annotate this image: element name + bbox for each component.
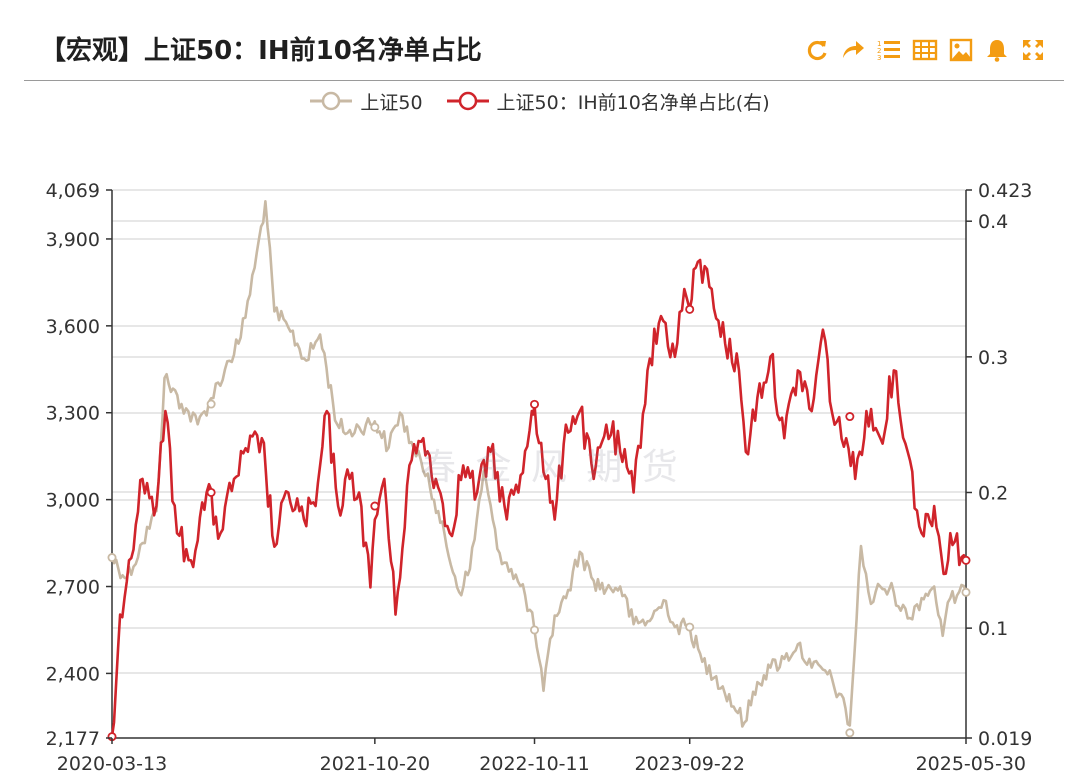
- fullscreen-icon[interactable]: [1020, 36, 1046, 64]
- legend-label-sse50: 上证50: [360, 91, 423, 114]
- x-tick-label: 2022-10-11: [479, 753, 589, 775]
- y-left-tick-label: 3,300: [46, 403, 100, 425]
- y-right-tick-label: 0.4: [978, 211, 1008, 233]
- point-marker-ih-ratio: [961, 555, 971, 565]
- point-marker-sse50: [206, 399, 216, 409]
- x-tick-label: 2023-09-22: [634, 753, 744, 775]
- y-left-tick-label: 4,069: [46, 180, 100, 202]
- x-tick-label: 2020-03-13: [57, 753, 167, 775]
- point-marker-sse50: [107, 553, 117, 563]
- point-marker-ih-ratio: [685, 304, 695, 314]
- chart-toolbar: 1 2 3: [804, 32, 1046, 68]
- chart-legend: 上证50 上证50：IH前10名净单占比(右): [0, 84, 1080, 118]
- refresh-icon[interactable]: [804, 36, 830, 64]
- point-marker-sse50: [530, 625, 540, 635]
- x-tick-label: 2021-10-20: [320, 753, 430, 775]
- point-marker-ih-ratio: [206, 487, 216, 497]
- y-left-tick-label: 3,600: [46, 316, 100, 338]
- series-line-sse50: [110, 200, 968, 728]
- legend-label-ih-ratio: 上证50：IH前10名净单占比(右): [496, 91, 770, 114]
- legend-swatch-ih-ratio: [446, 91, 489, 111]
- point-marker-sse50: [845, 728, 855, 738]
- image-icon[interactable]: [948, 36, 974, 64]
- y-left-tick-label: 2,400: [46, 663, 100, 685]
- point-marker-ih-ratio: [530, 399, 540, 409]
- chart-header: 【宏观】上证50：IH前10名净单占比 1 2 3: [0, 0, 1080, 78]
- legend-item-ih-ratio[interactable]: 上证50：IH前10名净单占比(右): [446, 88, 770, 115]
- y-left-tick-label: 2,700: [46, 577, 100, 599]
- series-line-ih-ratio: [110, 258, 968, 737]
- watermark: 春 金 风 期 货: [420, 447, 682, 488]
- y-left-tick-label: 2,177: [46, 728, 100, 750]
- point-marker-sse50: [685, 622, 695, 632]
- x-tick-label: 2025-05-30: [916, 753, 1026, 775]
- y-left-tick-label: 3,000: [46, 490, 100, 512]
- table-icon[interactable]: [912, 36, 938, 64]
- chart-title: 【宏观】上证50：IH前10名净单占比: [40, 36, 482, 66]
- point-marker-ih-ratio: [370, 501, 380, 511]
- bell-icon[interactable]: [984, 36, 1010, 64]
- svg-text:2: 2: [877, 47, 881, 55]
- point-marker-sse50: [961, 587, 971, 597]
- list-icon[interactable]: 1 2 3: [876, 36, 902, 64]
- y-right-tick-label: 0.3: [978, 347, 1008, 369]
- y-right-tick-label: 0.2: [978, 482, 1008, 504]
- y-right-tick-label: 0.423: [978, 180, 1032, 202]
- svg-text:1: 1: [877, 40, 881, 48]
- point-marker-ih-ratio: [845, 412, 855, 422]
- y-right-tick-label: 0.019: [978, 728, 1032, 750]
- point-marker-sse50: [370, 422, 380, 432]
- y-left-tick-label: 3,900: [46, 229, 100, 251]
- y-right-tick-label: 0.1: [978, 618, 1008, 640]
- header-divider: [24, 80, 1064, 81]
- share-icon[interactable]: [840, 36, 866, 64]
- svg-text:3: 3: [877, 54, 881, 62]
- legend-item-sse50[interactable]: 上证50: [310, 88, 423, 115]
- legend-swatch-sse50: [310, 91, 353, 111]
